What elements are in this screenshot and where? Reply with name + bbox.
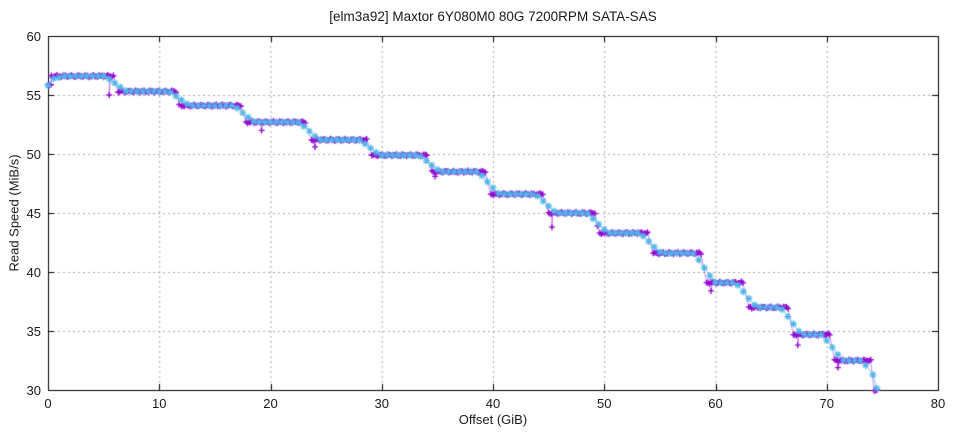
y-tick-label: 35	[26, 323, 41, 339]
x-tick-label: 40	[485, 396, 501, 411]
x-axis-label: Offset (GiB)	[458, 412, 528, 427]
y-tick-label: 55	[26, 87, 41, 103]
x-tick-label: 80	[930, 396, 946, 411]
x-tick-label: 30	[374, 396, 389, 411]
x-tick-label: 70	[819, 396, 834, 411]
x-tick-label: 20	[263, 396, 278, 411]
x-tick-label: 0	[44, 396, 52, 411]
chart-title: [elm3a92] Maxtor 6Y080M0 80G 7200RPM SAT…	[329, 9, 657, 24]
y-tick-label: 45	[26, 205, 41, 221]
x-tick-label: 50	[597, 396, 612, 411]
y-tick-label: 50	[26, 146, 41, 162]
y-tick-label: 30	[26, 382, 41, 398]
y-tick-label: 60	[26, 28, 41, 44]
x-tick-label: 10	[152, 396, 167, 411]
x-tick-label: 60	[708, 396, 723, 411]
y-tick-label: 40	[26, 264, 41, 280]
